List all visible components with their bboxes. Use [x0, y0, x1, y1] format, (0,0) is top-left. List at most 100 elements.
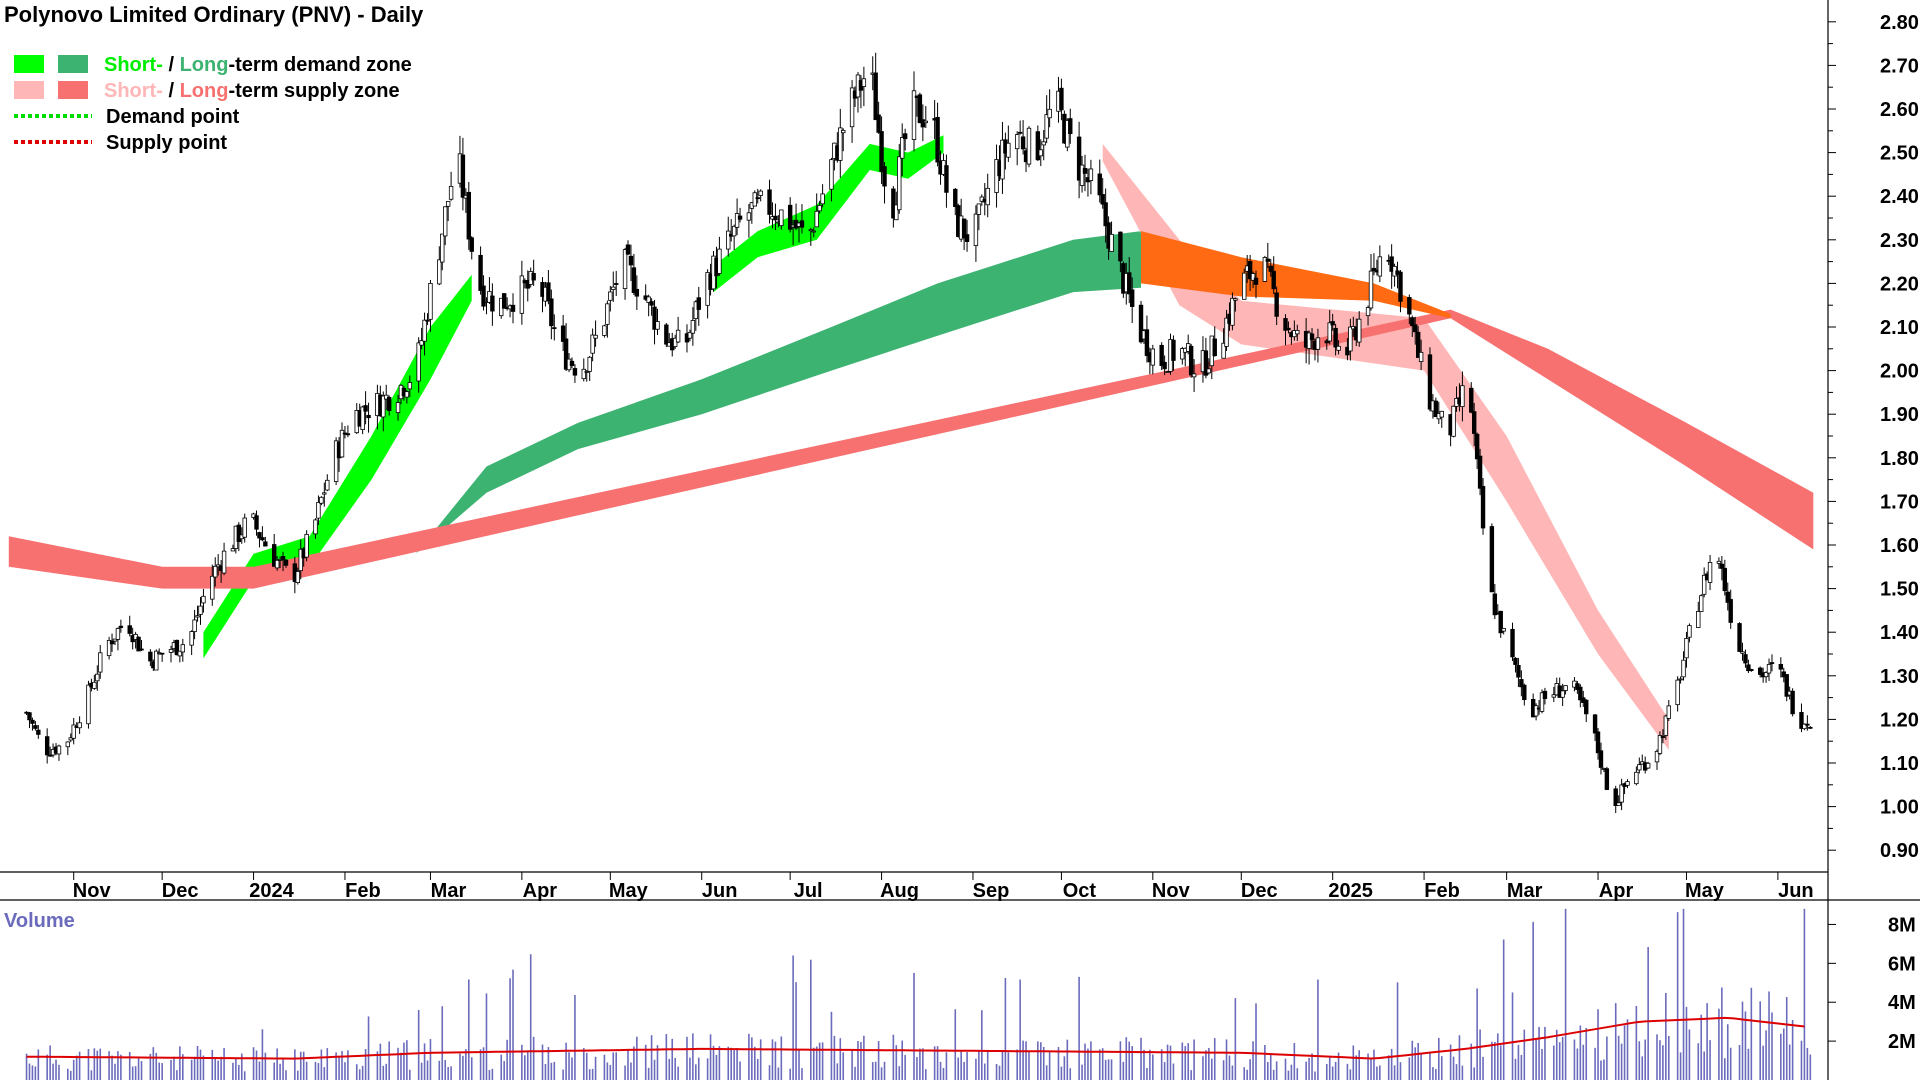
candle-body	[1498, 610, 1503, 634]
candle-body	[873, 72, 878, 121]
candle-body	[109, 640, 115, 645]
candle-body	[1324, 340, 1329, 344]
candle-body	[437, 259, 442, 285]
candle-body	[605, 303, 610, 325]
candle-body	[808, 229, 814, 232]
y-tick-label: 1.50	[1880, 579, 1919, 601]
candle-body	[572, 368, 578, 376]
candle-body	[1766, 664, 1772, 674]
candle-body	[767, 189, 772, 215]
candle-body	[1516, 665, 1521, 678]
y-tick-label: 2.40	[1880, 186, 1919, 208]
candle-body	[900, 137, 905, 159]
candle-body	[419, 340, 424, 346]
candle-body	[519, 275, 525, 314]
y-tick-label: 2.00	[1880, 361, 1919, 383]
candle-body	[1309, 333, 1315, 341]
candle-body	[298, 548, 303, 572]
candle-body	[1513, 657, 1518, 665]
candle-body	[1743, 654, 1748, 664]
candle-body	[563, 338, 569, 370]
candle-body	[882, 166, 887, 187]
candle-body	[27, 712, 32, 721]
candle-body	[841, 130, 846, 134]
candle-body	[333, 440, 339, 482]
candle-body	[758, 190, 763, 196]
candle-body	[115, 628, 121, 640]
legend-label-part: Demand point	[106, 106, 240, 128]
candle-body	[1035, 131, 1041, 161]
candle-body	[95, 673, 100, 682]
candle-body	[210, 575, 215, 600]
candle-body	[1654, 751, 1660, 763]
candle-body	[168, 649, 174, 653]
candle-body	[395, 402, 401, 414]
y-tick-label: 1.30	[1880, 666, 1919, 688]
candle-body	[1327, 322, 1332, 342]
candle-body	[961, 218, 967, 239]
candle-body	[687, 331, 693, 339]
y-tick-label: 1.40	[1880, 622, 1919, 644]
candle-body	[664, 324, 669, 345]
candle-body	[726, 230, 731, 250]
candle-body	[1129, 289, 1135, 307]
candle-body	[1533, 705, 1539, 717]
x-tick-label: Jul	[794, 880, 823, 902]
candle-body	[501, 293, 507, 309]
candle-body	[154, 650, 159, 671]
candle-body	[920, 119, 926, 128]
candle-body	[490, 295, 495, 312]
candle-body	[404, 391, 410, 398]
candle-body	[1268, 265, 1273, 272]
candle-body	[799, 220, 805, 228]
candle-body	[964, 234, 970, 242]
candle-body	[422, 319, 427, 342]
candle-body	[1295, 330, 1300, 335]
candle-body	[1221, 342, 1226, 359]
candle-body	[593, 334, 598, 339]
candle-body	[1563, 685, 1568, 691]
candle-body	[1637, 764, 1642, 771]
candle-body	[416, 342, 421, 382]
candle-body	[44, 736, 50, 756]
candle-body	[445, 200, 451, 207]
x-tick-label: Oct	[1063, 880, 1097, 902]
candle-body	[47, 754, 53, 757]
candle-body	[1348, 326, 1353, 352]
x-tick-label: 2025	[1328, 880, 1373, 902]
volume-tick-label: 6M	[1888, 953, 1916, 975]
candle-body	[481, 285, 486, 307]
candle-body	[1634, 771, 1639, 785]
candle-body	[1480, 486, 1486, 529]
x-tick-label: May	[609, 880, 649, 902]
candle-body	[1519, 679, 1524, 688]
candle-body	[1418, 351, 1424, 363]
candle-body	[1265, 258, 1271, 262]
candle-body	[1150, 348, 1156, 366]
legend-label-part: -term demand zone	[228, 54, 411, 76]
candle-body	[77, 722, 82, 729]
candle-body	[622, 249, 628, 290]
candle-body	[1725, 591, 1730, 603]
candle-body	[1100, 194, 1105, 205]
candle-body	[33, 725, 38, 729]
candle-body	[1542, 690, 1548, 700]
candle-body	[1044, 114, 1049, 139]
candle-body	[1079, 164, 1085, 186]
candle-body	[189, 631, 194, 646]
legend-swatch-long	[58, 81, 88, 99]
candle-body	[36, 729, 41, 735]
candle-body	[1699, 595, 1704, 612]
y-tick-label: 1.20	[1880, 709, 1919, 731]
legend-label-part: Long	[180, 80, 229, 102]
candle-body	[1681, 659, 1686, 678]
candle-body	[1059, 87, 1064, 111]
candle-body	[1014, 134, 1020, 150]
candle-body	[260, 537, 265, 541]
candle-body	[68, 737, 73, 741]
legend-label-part: Supply point	[106, 132, 227, 154]
candle-body	[230, 548, 236, 552]
candle-body	[1038, 149, 1043, 157]
